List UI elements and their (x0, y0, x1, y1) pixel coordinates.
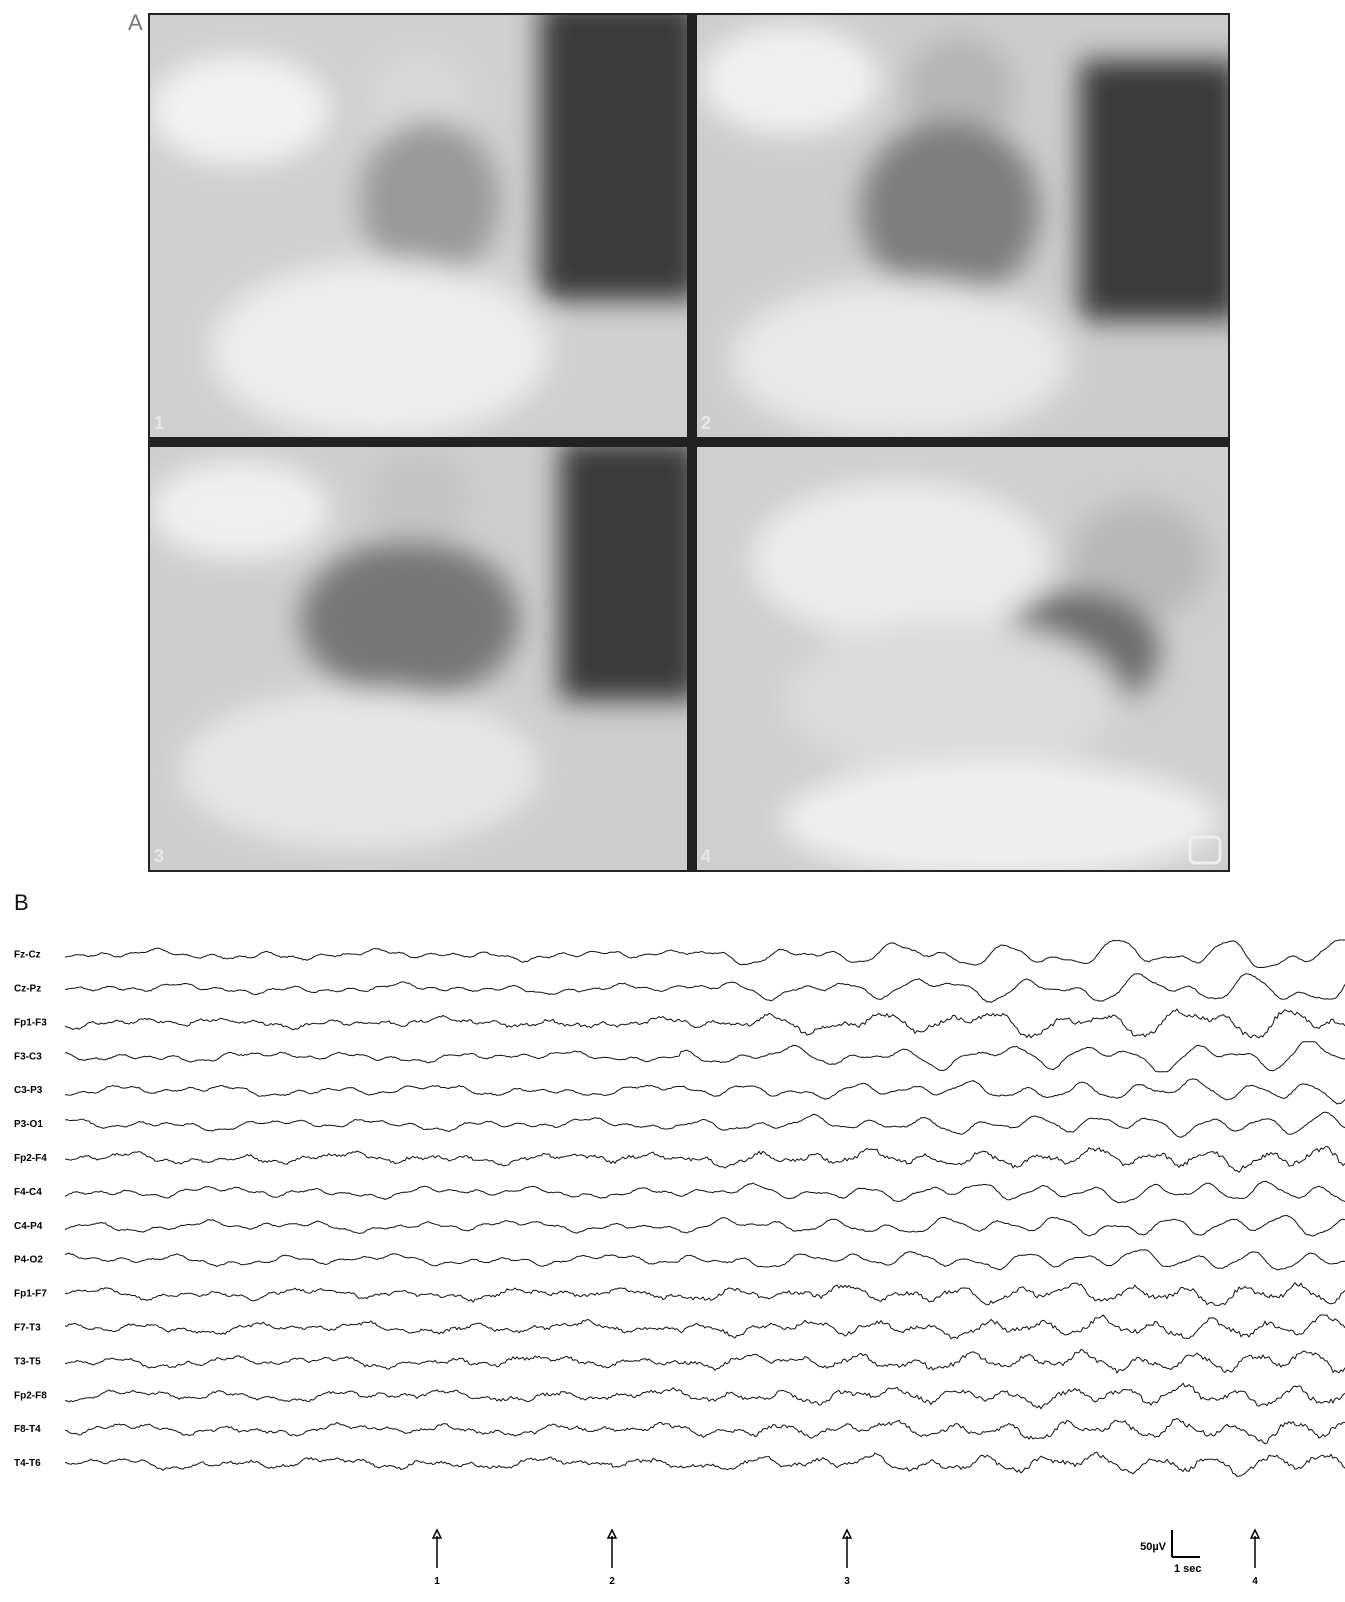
photo-frame (150, 15, 687, 437)
frame-number: 3 (154, 846, 164, 866)
marker-arrowhead (841, 1528, 853, 1539)
channel-label: Fp2-F4 (14, 1153, 47, 1164)
channel-label: Fp1-F7 (14, 1289, 47, 1300)
channel-label: F8-T4 (14, 1424, 41, 1435)
channel-label: Fp2-F8 (14, 1390, 47, 1401)
channel-label: Fz-Cz (14, 950, 41, 961)
eeg-trace (64, 1314, 1345, 1340)
eeg-trace (64, 1111, 1345, 1138)
eeg-trace (64, 1180, 1345, 1204)
channel-label: C4-P4 (14, 1221, 43, 1232)
marker-arrowhead (606, 1528, 618, 1539)
channel-label: Fp1-F3 (14, 1017, 47, 1028)
eeg-trace (64, 939, 1345, 969)
eeg-trace (64, 1417, 1345, 1445)
channel-label: Cz-Pz (14, 984, 41, 995)
eeg-trace (64, 1041, 1345, 1073)
channel-label: C3-P3 (14, 1085, 43, 1096)
channel-label: F3-C3 (14, 1051, 42, 1062)
panel-label: A (128, 10, 143, 35)
channel-label: F7-T3 (14, 1323, 41, 1334)
eeg-trace (64, 1214, 1345, 1237)
marker-label: 1 (434, 1576, 440, 1587)
scale-amplitude: 50µV (1140, 1541, 1167, 1553)
eeg-trace (64, 1008, 1345, 1039)
panel-label: B (14, 890, 29, 915)
channel-label: P4-O2 (14, 1255, 43, 1266)
channel-label: T3-T5 (14, 1356, 41, 1367)
eeg-trace (64, 1282, 1345, 1306)
frame-number: 4 (701, 846, 711, 866)
marker-arrowhead (431, 1528, 443, 1539)
frame-number: 2 (701, 413, 711, 433)
eeg-traces: Fz-Cz Cz-Pz Fp1-F3 F3-C3 C3-P3 P3-O1 Fp2-F4 F4-… (14, 939, 1345, 1587)
marker-label: 2 (609, 1576, 615, 1587)
photo-frame (697, 447, 1228, 870)
photo-frame (697, 15, 1228, 437)
eeg-trace (64, 1451, 1345, 1477)
eeg-trace (64, 973, 1345, 1003)
scale-time: 1 sec (1174, 1563, 1202, 1575)
eeg-trace (64, 1145, 1345, 1174)
channel-label: P3-O1 (14, 1119, 43, 1130)
eeg-trace (64, 1382, 1345, 1410)
marker-label: 3 (844, 1576, 850, 1587)
marker-label: 4 (1252, 1576, 1258, 1587)
eeg-trace (64, 1348, 1345, 1374)
channel-label: T4-T6 (14, 1458, 41, 1469)
photo-frame (150, 447, 687, 870)
frame-number: 1 (154, 413, 164, 433)
marker-arrowhead (1249, 1528, 1261, 1539)
eeg-trace (64, 1249, 1345, 1271)
channel-label: F4-C4 (14, 1187, 42, 1198)
eeg-trace (65, 1078, 1345, 1105)
